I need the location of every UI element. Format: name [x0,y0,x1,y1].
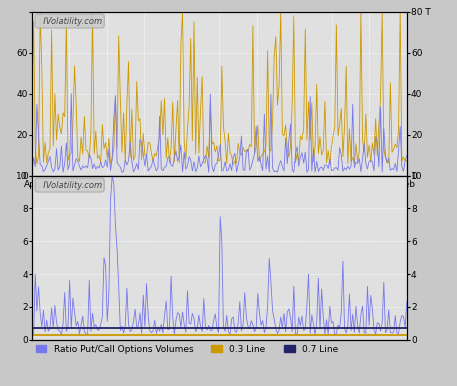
Legend: Ratio Put/Call Options Volumes, 0.3 Line, 0.7 Line: Ratio Put/Call Options Volumes, 0.3 Line… [32,341,342,357]
Legend: Call Options Volume, Put Options Volume: Call Options Volume, Put Options Volume [32,177,273,193]
Text: IVolatility.com: IVolatility.com [37,181,102,190]
Text: IVolatility.com: IVolatility.com [37,17,102,25]
